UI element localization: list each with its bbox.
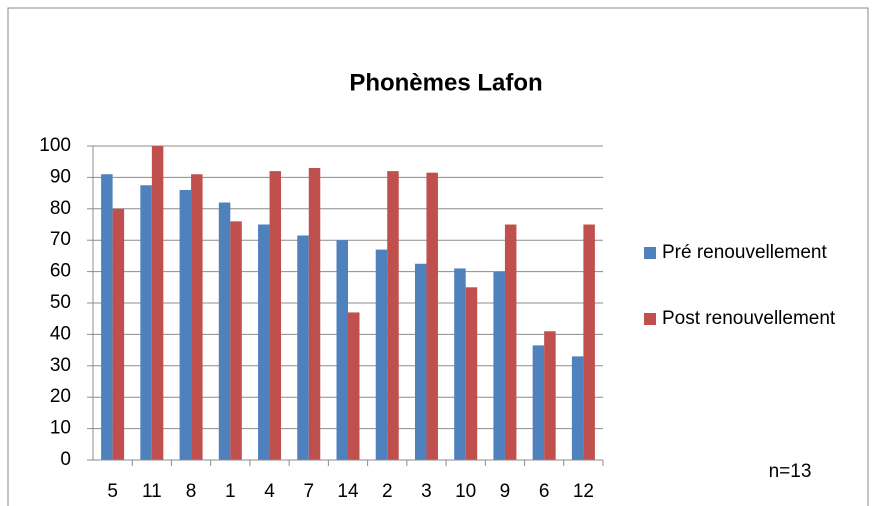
bar xyxy=(179,189,192,460)
bar xyxy=(218,202,231,460)
bar xyxy=(544,331,556,460)
chart-title: Phonèmes Lafon xyxy=(349,69,542,96)
bar xyxy=(336,240,348,460)
bar xyxy=(269,171,282,460)
legend-swatch xyxy=(644,313,656,325)
y-tick-label: 0 xyxy=(60,449,71,470)
x-tick-label: 10 xyxy=(455,481,476,502)
x-tick-label: 1 xyxy=(225,481,236,502)
x-tick-label: 3 xyxy=(421,481,432,502)
bar xyxy=(465,287,478,460)
y-tick-label: 40 xyxy=(50,323,71,344)
annotation: n=13 xyxy=(769,461,812,482)
legend-entry: Pré renouvellement xyxy=(644,240,864,266)
bar xyxy=(348,312,360,460)
x-tick-label: 6 xyxy=(539,481,550,502)
bar xyxy=(414,263,427,460)
x-tick-label: 14 xyxy=(337,481,359,502)
y-tick-label: 60 xyxy=(50,261,71,282)
y-tick-label: 50 xyxy=(50,292,71,313)
legend-entry: Post renouvellement xyxy=(644,306,864,332)
y-tick-label: 30 xyxy=(50,355,71,376)
bar xyxy=(308,167,321,461)
bar xyxy=(112,208,125,460)
bar xyxy=(583,224,595,460)
bar xyxy=(230,221,242,460)
y-tick-label: 10 xyxy=(50,418,71,439)
bar xyxy=(375,249,388,460)
x-tick-label: 7 xyxy=(303,481,314,502)
y-tick-label: 20 xyxy=(50,386,71,407)
y-tick-label: 100 xyxy=(39,135,71,156)
bar xyxy=(101,174,113,460)
x-tick-label: 11 xyxy=(142,481,162,502)
bar xyxy=(532,345,545,460)
bar xyxy=(258,224,270,460)
legend-label: Post renouvellement xyxy=(662,308,836,329)
bar xyxy=(504,224,517,460)
y-tick-label: 70 xyxy=(50,229,71,250)
bar xyxy=(140,185,152,460)
bar xyxy=(387,171,399,460)
x-tick-label: 2 xyxy=(382,481,393,502)
bar xyxy=(493,271,505,460)
legend-swatch xyxy=(644,247,656,259)
bar xyxy=(191,174,203,460)
bar xyxy=(151,146,164,460)
bar xyxy=(454,268,466,460)
x-tick-label: 8 xyxy=(186,481,197,502)
bar xyxy=(571,356,584,460)
y-tick-label: 80 xyxy=(50,198,71,219)
bar xyxy=(426,172,438,460)
legend-label: Pré renouvellement xyxy=(662,242,827,263)
bar xyxy=(297,235,309,460)
y-tick-label: 90 xyxy=(50,166,71,187)
x-tick-label: 5 xyxy=(107,481,118,502)
x-tick-label: 9 xyxy=(500,481,511,502)
x-tick-label: 12 xyxy=(573,481,594,502)
x-tick-label: 4 xyxy=(264,481,275,502)
